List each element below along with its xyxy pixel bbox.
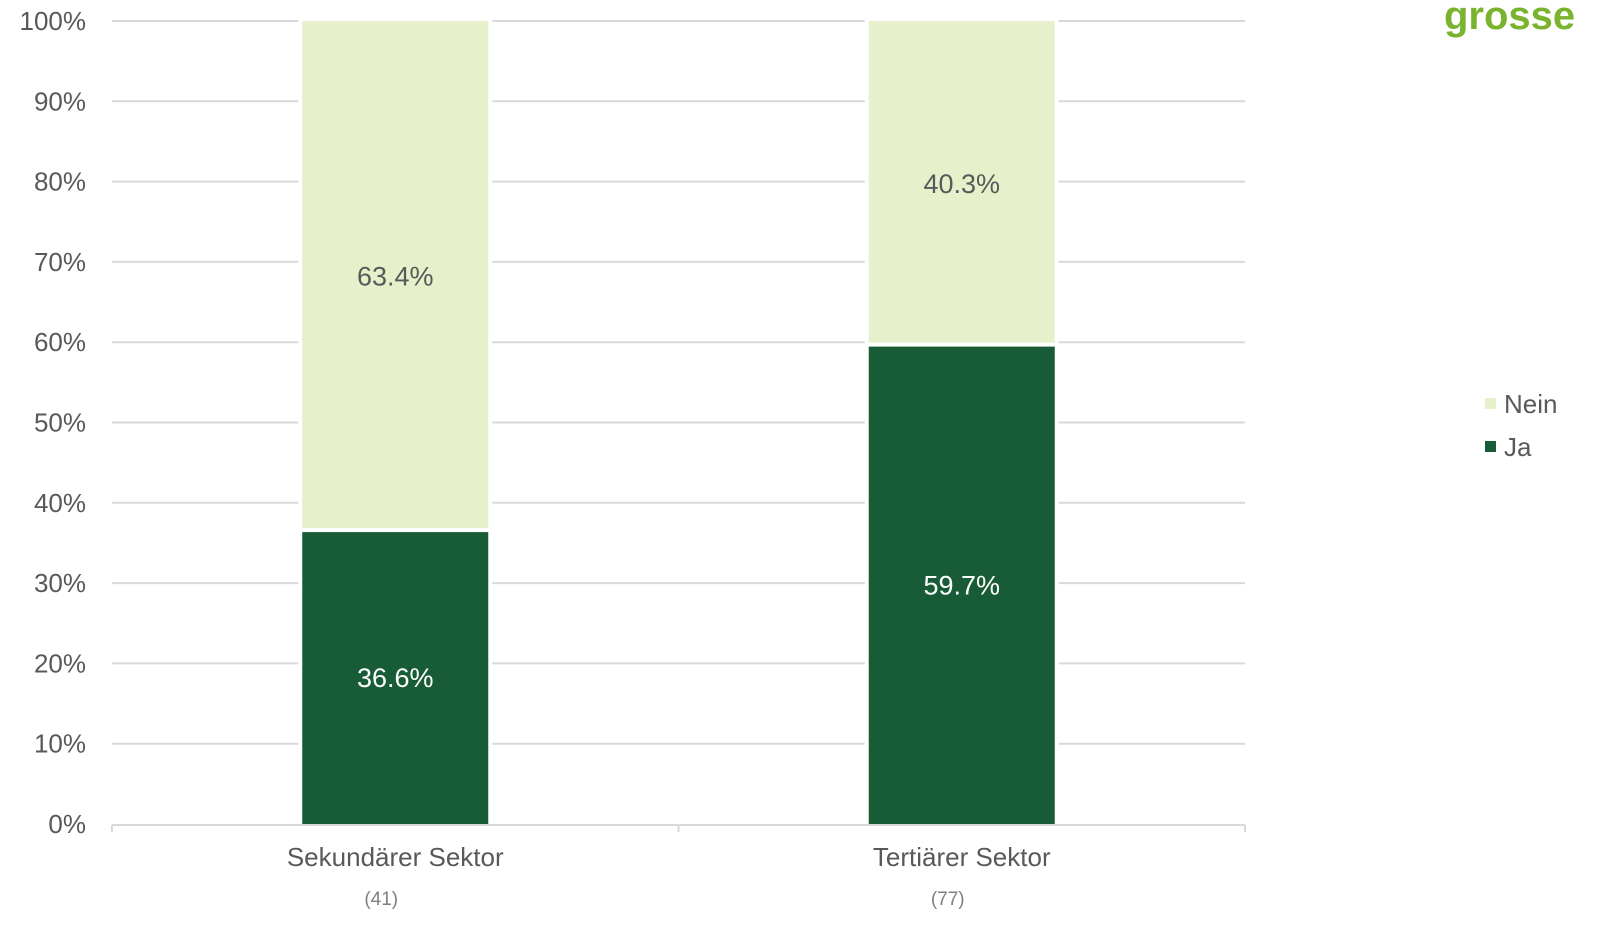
x-category-label: Tertiärer Sektor xyxy=(873,842,1051,872)
bar-segment-ja xyxy=(302,532,489,824)
legend-label-nein: Nein xyxy=(1504,389,1557,419)
data-label: 40.3% xyxy=(923,169,1000,199)
bar-segment-ja xyxy=(868,346,1055,824)
legend-label-ja: Ja xyxy=(1504,432,1532,462)
x-category-count: (77) xyxy=(931,889,965,910)
y-tick-label: 0% xyxy=(48,809,86,839)
bar-segment-nein xyxy=(868,21,1055,343)
y-tick-label: 60% xyxy=(34,327,86,357)
y-tick-label: 90% xyxy=(34,86,86,116)
y-tick-label: 30% xyxy=(34,568,86,598)
y-tick-label: 10% xyxy=(34,729,86,759)
legend-swatch-nein xyxy=(1485,398,1496,409)
y-tick-label: 80% xyxy=(34,167,86,197)
data-label: 59.7% xyxy=(923,570,1000,600)
y-tick-label: 100% xyxy=(20,6,87,36)
x-category-count: (41) xyxy=(364,889,398,910)
y-tick-label: 70% xyxy=(34,247,86,277)
legend-swatch-ja xyxy=(1485,441,1496,452)
data-label: 36.6% xyxy=(357,663,434,693)
brand-logo-text: grosse xyxy=(1444,0,1575,38)
x-category-label: Sekundärer Sektor xyxy=(287,842,504,872)
y-tick-label: 40% xyxy=(34,488,86,518)
y-tick-label: 20% xyxy=(34,648,86,678)
bar-segment-nein xyxy=(302,21,489,529)
data-label: 63.4% xyxy=(357,262,434,292)
y-tick-label: 50% xyxy=(34,408,86,438)
